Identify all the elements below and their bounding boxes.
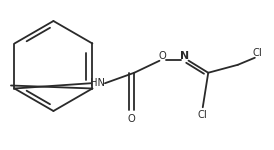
Text: HN: HN — [90, 78, 105, 88]
Text: Cl: Cl — [198, 111, 208, 120]
Text: O: O — [158, 51, 166, 61]
Text: N: N — [180, 51, 190, 61]
Text: Cl: Cl — [252, 48, 262, 58]
Text: O: O — [128, 114, 135, 123]
